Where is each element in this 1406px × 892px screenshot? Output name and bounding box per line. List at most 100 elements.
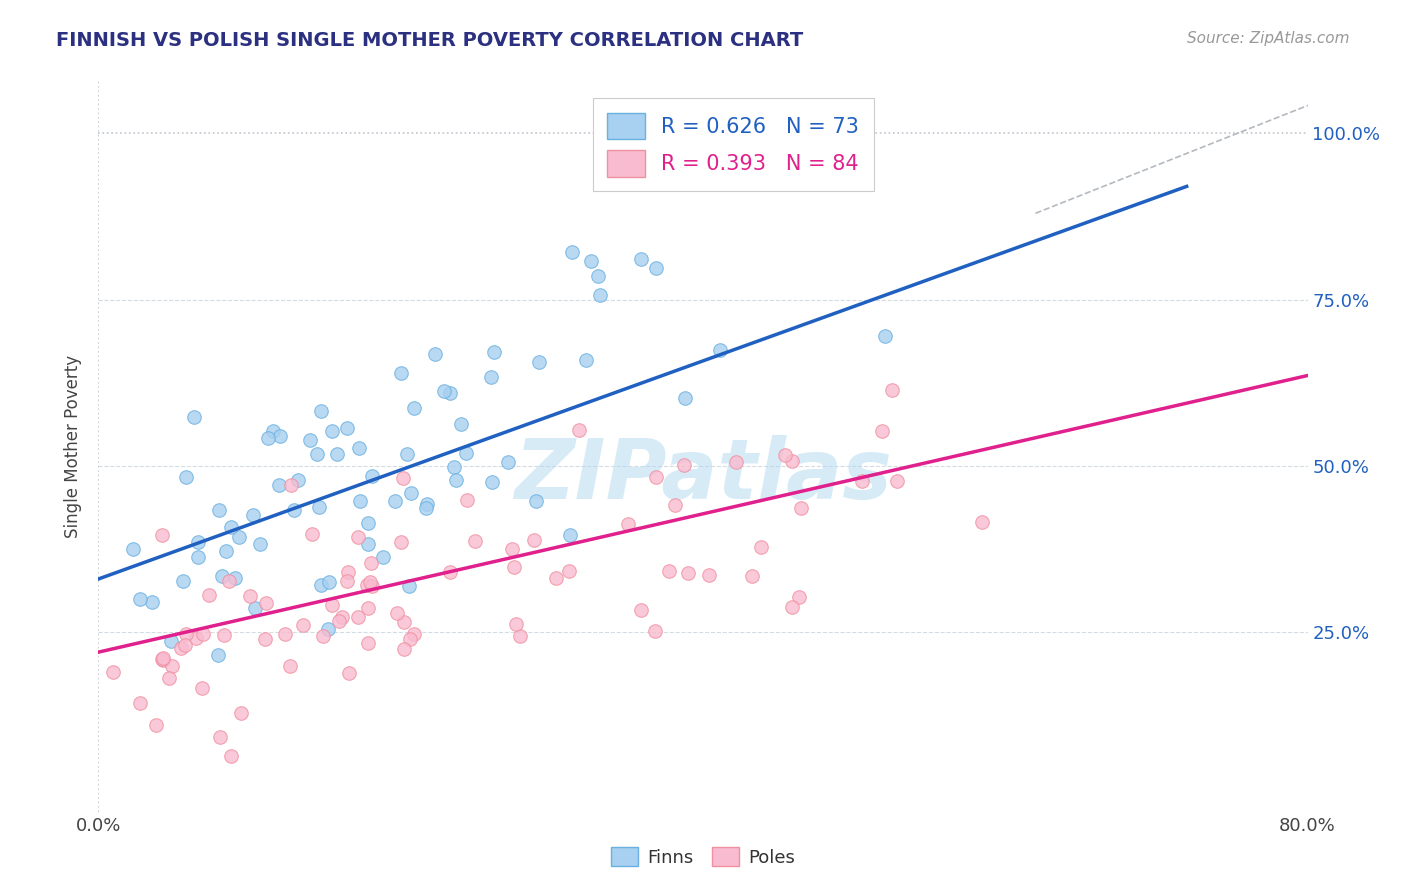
Point <box>392 471 415 485</box>
Point <box>159 634 181 648</box>
Point <box>443 459 465 474</box>
Point <box>283 502 305 516</box>
Point <box>242 508 264 522</box>
Point <box>464 533 486 548</box>
Point <box>212 627 235 641</box>
Point <box>630 603 652 617</box>
Point <box>851 474 873 488</box>
Point <box>523 533 546 547</box>
Point <box>190 681 212 695</box>
Point <box>524 493 547 508</box>
Point <box>439 386 461 401</box>
Point <box>505 617 527 632</box>
Point <box>129 591 152 606</box>
Point <box>122 541 145 556</box>
Point <box>174 627 197 641</box>
Point <box>336 574 359 588</box>
Point <box>395 447 418 461</box>
Point <box>174 638 197 652</box>
Point <box>349 493 371 508</box>
Point <box>444 473 467 487</box>
Point <box>384 494 406 508</box>
Point <box>617 517 640 532</box>
Point <box>673 392 696 406</box>
Point <box>208 731 231 745</box>
Point <box>527 355 550 369</box>
Point <box>129 696 152 710</box>
Point <box>349 441 371 455</box>
Point <box>509 629 531 643</box>
Point <box>219 749 242 764</box>
Point <box>371 550 394 565</box>
Point <box>568 423 591 437</box>
Point <box>325 447 347 461</box>
Text: ZIPatlas: ZIPatlas <box>515 434 891 516</box>
Point <box>152 651 174 665</box>
Legend: Finns, Poles: Finns, Poles <box>605 840 801 874</box>
Point <box>454 446 477 460</box>
Point <box>502 560 524 574</box>
Point <box>697 567 720 582</box>
Point <box>575 353 598 368</box>
Point <box>725 455 748 469</box>
Point <box>644 624 666 638</box>
Point <box>709 343 731 358</box>
Point <box>249 537 271 551</box>
Point <box>385 606 408 620</box>
Point <box>330 610 353 624</box>
Point <box>357 537 380 551</box>
Point <box>544 571 567 585</box>
Point <box>356 636 378 650</box>
Text: FINNISH VS POLISH SINGLE MOTHER POVERTY CORRELATION CHART: FINNISH VS POLISH SINGLE MOTHER POVERTY … <box>56 31 803 50</box>
Point <box>481 369 503 384</box>
Point <box>398 579 420 593</box>
Point <box>658 564 681 578</box>
Point <box>321 425 343 439</box>
Point <box>269 429 291 443</box>
Point <box>336 420 359 434</box>
Point <box>198 588 221 602</box>
Point <box>741 569 763 583</box>
Point <box>439 566 461 580</box>
Point <box>346 530 368 544</box>
Point <box>392 615 415 630</box>
Point <box>214 544 236 558</box>
Point <box>187 535 209 549</box>
Point <box>280 478 302 492</box>
Point <box>186 632 208 646</box>
Point <box>254 632 277 647</box>
Point <box>309 578 332 592</box>
Point <box>292 617 315 632</box>
Point <box>630 252 652 266</box>
Point <box>404 626 426 640</box>
Point <box>256 431 278 445</box>
Point <box>160 659 183 673</box>
Point <box>170 640 193 655</box>
Point <box>425 347 447 361</box>
Point <box>399 632 422 646</box>
Point <box>150 652 173 666</box>
Point <box>321 598 343 612</box>
Point <box>357 600 380 615</box>
Point <box>645 260 668 275</box>
Point <box>267 477 290 491</box>
Point <box>361 469 384 483</box>
Point <box>581 253 603 268</box>
Point <box>301 526 323 541</box>
Point <box>211 568 233 582</box>
Point <box>228 530 250 544</box>
Point <box>287 473 309 487</box>
Point <box>775 448 797 462</box>
Point <box>415 501 437 516</box>
Point <box>299 433 322 447</box>
Point <box>318 622 340 636</box>
Point <box>392 642 415 657</box>
Point <box>399 486 422 500</box>
Point <box>972 516 994 530</box>
Point <box>208 503 231 517</box>
Point <box>191 627 214 641</box>
Point <box>328 614 350 628</box>
Point <box>749 540 772 554</box>
Point <box>790 501 813 516</box>
Point <box>873 329 896 343</box>
